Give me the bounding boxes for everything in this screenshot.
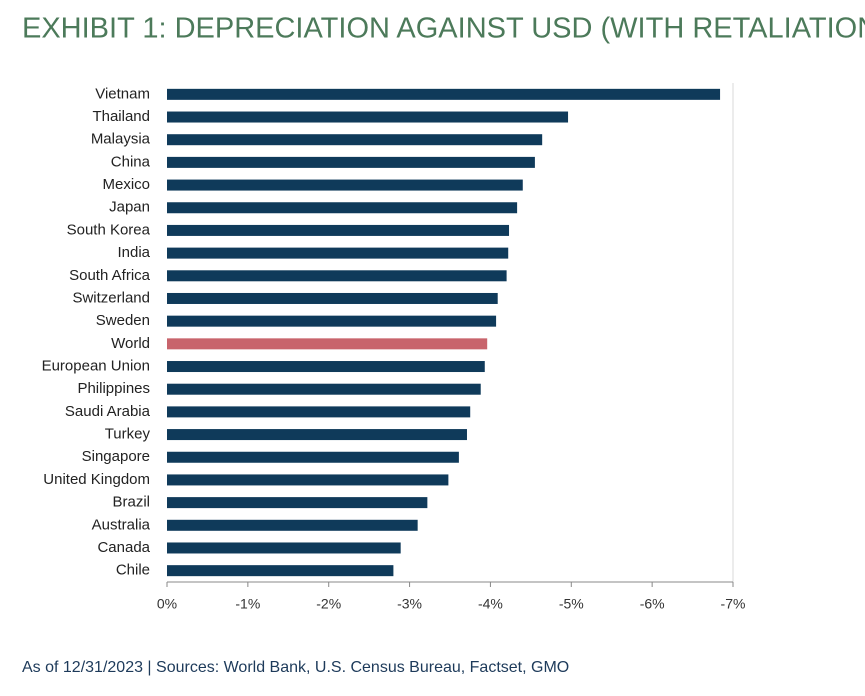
x-tick-label: -5%: [559, 596, 584, 612]
category-label: World: [111, 335, 150, 352]
bar: [167, 315, 497, 327]
bar: [167, 519, 418, 531]
bar: [167, 179, 523, 191]
bar: [167, 111, 569, 123]
category-label: Mexico: [102, 176, 150, 193]
bar: [167, 406, 471, 418]
bar: [167, 270, 507, 282]
category-label: Turkey: [105, 426, 151, 443]
category-label: Chile: [116, 562, 150, 579]
x-tick-label: -2%: [316, 596, 341, 612]
bar: [167, 497, 428, 509]
category-label: South Africa: [69, 267, 151, 284]
bar: [167, 202, 518, 214]
bar: [167, 224, 510, 236]
x-tick-label: -3%: [397, 596, 422, 612]
category-label: United Kingdom: [43, 471, 150, 488]
category-label: Sweden: [96, 312, 150, 329]
x-tick-label: -1%: [235, 596, 260, 612]
category-label: Thailand: [92, 108, 150, 125]
x-tick-label: -4%: [478, 596, 503, 612]
bar: [167, 292, 498, 304]
category-label: Australia: [92, 516, 151, 533]
chart-title: EXHIBIT 1: DEPRECIATION AGAINST USD (WIT…: [22, 13, 865, 45]
category-label: Brazil: [112, 494, 150, 511]
category-label: Switzerland: [72, 289, 150, 306]
bar: [167, 361, 485, 373]
category-label: Malaysia: [91, 131, 151, 148]
category-label: Singapore: [82, 448, 150, 465]
bar: [167, 542, 401, 554]
bar: [167, 134, 543, 146]
bar: [167, 383, 481, 395]
bar: [167, 247, 509, 259]
category-label: Saudi Arabia: [65, 403, 151, 420]
category-label: South Korea: [67, 221, 151, 238]
bar: [167, 565, 394, 577]
bar: [167, 338, 488, 350]
category-label: European Union: [42, 357, 150, 374]
category-label: China: [111, 153, 151, 170]
category-label: India: [117, 244, 150, 261]
bar: [167, 451, 459, 463]
category-label: Canada: [97, 539, 150, 556]
bar: [167, 88, 721, 100]
bar: [167, 156, 535, 168]
x-tick-label: 0%: [157, 596, 177, 612]
footnote: As of 12/31/2023 | Sources: World Bank, …: [22, 659, 569, 676]
category-label: Philippines: [77, 380, 150, 397]
x-tick-label: -7%: [721, 596, 746, 612]
bar: [167, 474, 449, 486]
bar: [167, 429, 467, 441]
category-label: Japan: [109, 199, 150, 216]
category-label: Vietnam: [95, 85, 150, 102]
x-tick-label: -6%: [640, 596, 665, 612]
